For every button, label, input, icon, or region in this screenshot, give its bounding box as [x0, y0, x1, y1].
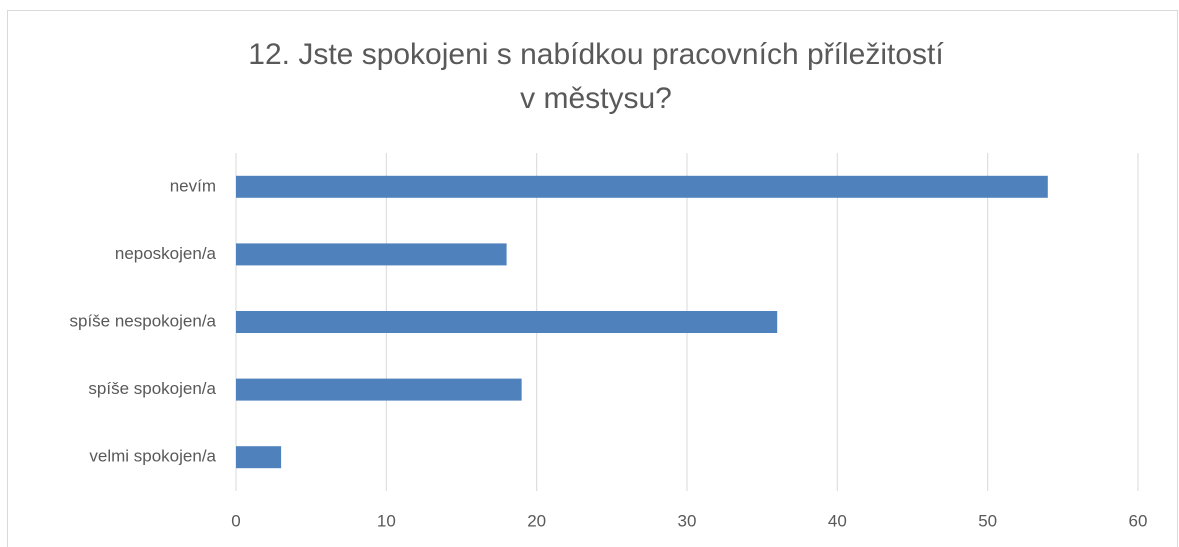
y-tick-label: velmi spokojen/a [89, 447, 216, 466]
bar [236, 378, 522, 401]
bar [236, 243, 507, 266]
y-tick-label: spíše nespokojen/a [70, 311, 217, 330]
x-tick-label: 40 [828, 511, 847, 530]
chart-border [7, 10, 1178, 547]
x-tick-label: 10 [377, 511, 396, 530]
x-tick-label: 0 [231, 511, 240, 530]
chart-title: 12. Jste spokojeni s nabídkou pracovních… [248, 38, 944, 71]
y-tick-label: neposkojen/a [115, 244, 217, 263]
chart-title: v městysu? [520, 82, 672, 115]
x-tick-label: 20 [527, 511, 546, 530]
bar [236, 446, 282, 469]
y-tick-label: spíše spokojen/a [88, 379, 216, 398]
bar [236, 311, 778, 333]
bar [236, 175, 1048, 198]
x-tick-label: 30 [678, 511, 697, 530]
x-tick-label: 50 [978, 511, 997, 530]
x-tick-label: 60 [1129, 511, 1148, 530]
y-tick-label: nevím [170, 176, 216, 195]
